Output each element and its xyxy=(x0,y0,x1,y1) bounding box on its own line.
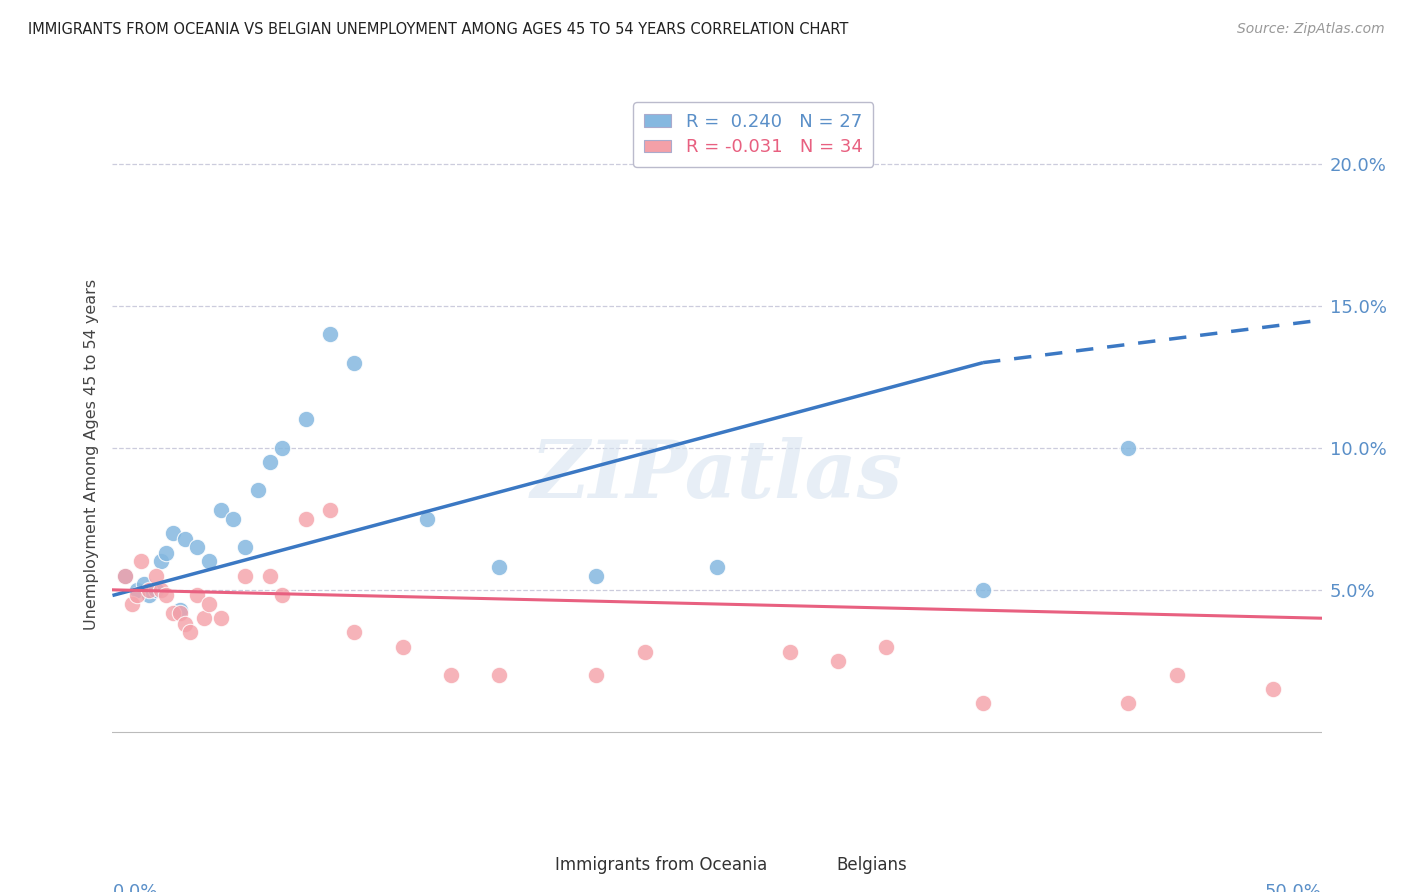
Point xyxy=(391,640,413,654)
Point xyxy=(114,568,136,582)
Point xyxy=(1116,697,1139,711)
Point xyxy=(162,606,184,620)
Text: 0.0%: 0.0% xyxy=(112,883,157,892)
Point xyxy=(259,455,281,469)
Point xyxy=(179,625,201,640)
Point xyxy=(1116,441,1139,455)
Point xyxy=(193,611,215,625)
Point xyxy=(488,668,510,682)
Text: IMMIGRANTS FROM OCEANIA VS BELGIAN UNEMPLOYMENT AMONG AGES 45 TO 54 YEARS CORREL: IMMIGRANTS FROM OCEANIA VS BELGIAN UNEMP… xyxy=(28,22,848,37)
Point xyxy=(186,589,208,603)
Point xyxy=(138,589,160,603)
Text: ZIPatlas: ZIPatlas xyxy=(531,437,903,515)
Point xyxy=(827,654,849,668)
Point xyxy=(972,697,994,711)
Point xyxy=(343,356,366,370)
Point xyxy=(706,560,728,574)
Point xyxy=(295,512,318,526)
Point xyxy=(875,640,897,654)
Point xyxy=(1263,682,1285,697)
Point xyxy=(125,589,148,603)
Point xyxy=(270,441,292,455)
Point xyxy=(155,546,177,560)
Point xyxy=(235,540,257,554)
Point xyxy=(416,512,439,526)
Point xyxy=(246,483,269,498)
Point xyxy=(186,540,208,554)
Point xyxy=(319,327,342,342)
Point xyxy=(222,512,245,526)
Point xyxy=(295,412,318,426)
Point xyxy=(198,554,221,568)
Point xyxy=(972,582,994,597)
Point xyxy=(169,603,191,617)
Point xyxy=(633,645,655,659)
Point xyxy=(174,616,197,631)
Point xyxy=(149,554,172,568)
Point xyxy=(1166,668,1188,682)
Text: Belgians: Belgians xyxy=(837,856,907,874)
Point xyxy=(270,589,292,603)
Point xyxy=(149,582,172,597)
Point xyxy=(169,606,191,620)
Text: Source: ZipAtlas.com: Source: ZipAtlas.com xyxy=(1237,22,1385,37)
Point xyxy=(131,554,153,568)
Point xyxy=(138,582,160,597)
Point xyxy=(488,560,510,574)
Text: 50.0%: 50.0% xyxy=(1265,883,1322,892)
Point xyxy=(440,668,463,682)
Point xyxy=(319,503,342,517)
Point xyxy=(121,597,143,611)
Legend: R =  0.240   N = 27, R = -0.031   N = 34: R = 0.240 N = 27, R = -0.031 N = 34 xyxy=(633,103,873,167)
Point xyxy=(585,568,607,582)
Point xyxy=(174,532,197,546)
Point xyxy=(114,568,136,582)
Point xyxy=(209,611,232,625)
Point xyxy=(779,645,801,659)
Text: Immigrants from Oceania: Immigrants from Oceania xyxy=(555,856,768,874)
Point xyxy=(132,577,155,591)
Point xyxy=(585,668,607,682)
Point xyxy=(145,568,167,582)
Point xyxy=(259,568,281,582)
Point xyxy=(198,597,221,611)
Point xyxy=(125,582,148,597)
Point xyxy=(145,582,167,597)
Point xyxy=(209,503,232,517)
Point xyxy=(343,625,366,640)
Point xyxy=(155,589,177,603)
Y-axis label: Unemployment Among Ages 45 to 54 years: Unemployment Among Ages 45 to 54 years xyxy=(83,279,98,631)
Point xyxy=(235,568,257,582)
Point xyxy=(162,526,184,541)
